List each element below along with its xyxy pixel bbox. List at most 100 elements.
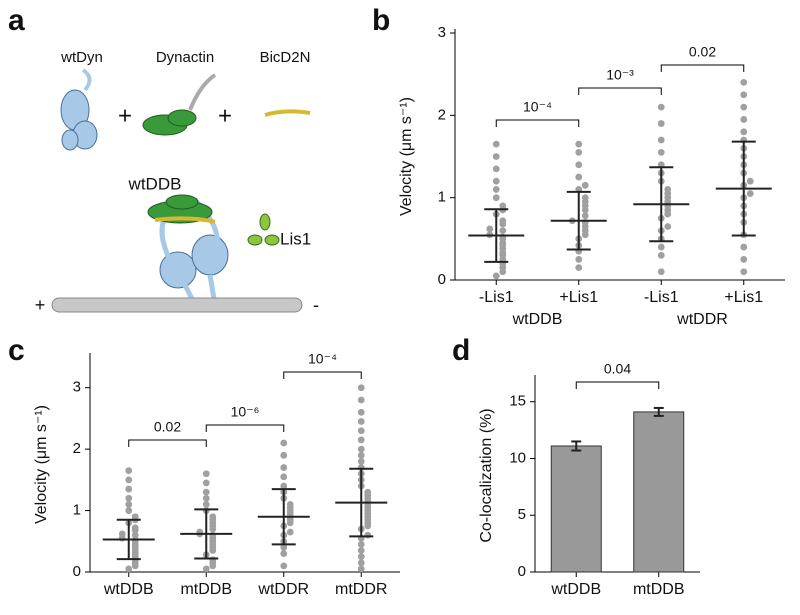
- dot: [664, 223, 672, 230]
- dot: [740, 91, 748, 99]
- significance-bracket: [205, 424, 285, 432]
- dot: [740, 128, 748, 136]
- dot: [202, 501, 210, 508]
- dot: [657, 251, 665, 259]
- dot: [118, 530, 126, 538]
- dot: [664, 186, 672, 193]
- dot: [125, 507, 133, 514]
- dot: [202, 565, 210, 573]
- label: wtDDB: [128, 174, 182, 193]
- microtubule: [51, 297, 303, 313]
- dot: [202, 494, 210, 502]
- dot: [125, 467, 133, 475]
- dot: [492, 186, 500, 193]
- significance-bracket: [575, 381, 660, 389]
- p-value: 0.04: [604, 361, 631, 377]
- dot: [357, 451, 365, 459]
- significance-bracket: [128, 439, 207, 447]
- dynein-icon: [60, 68, 229, 307]
- dot: [357, 427, 365, 435]
- lis1-icon: [247, 213, 280, 246]
- dot: [575, 148, 583, 156]
- p-value: 10⁻⁶: [231, 404, 260, 420]
- label: Lis1: [280, 229, 311, 248]
- y-tick-label: 1: [73, 502, 81, 519]
- dot: [499, 227, 507, 235]
- dot: [125, 501, 133, 508]
- group-label: wtDDB: [512, 311, 563, 328]
- dot: [575, 173, 583, 181]
- y-tick-label: 0: [518, 563, 526, 580]
- x-tick-label: +Lis1: [559, 289, 598, 306]
- dot: [125, 494, 133, 502]
- panel-label: a: [8, 4, 25, 37]
- y-tick-label: 0: [73, 563, 81, 580]
- dot: [740, 103, 748, 111]
- panel-label: d: [452, 334, 470, 367]
- dot: [657, 243, 665, 251]
- dot: [357, 547, 365, 554]
- significance-bracket: [660, 64, 745, 72]
- dot: [581, 212, 589, 220]
- bar: [633, 411, 685, 573]
- bicd2n-icon: [264, 109, 311, 117]
- dot: [492, 165, 500, 173]
- dot: [209, 556, 217, 564]
- bar: [550, 445, 602, 573]
- y-tick-label: 0: [438, 271, 446, 288]
- dot: [357, 458, 365, 465]
- dot: [364, 488, 372, 496]
- x-tick-label: +Lis1: [724, 289, 763, 306]
- dot: [357, 384, 365, 392]
- dot: [575, 264, 583, 272]
- p-value: 10⁻⁴: [523, 99, 552, 115]
- y-tick-label: 15: [509, 393, 526, 410]
- dot: [280, 562, 288, 570]
- panel-label: c: [8, 334, 25, 367]
- p-value: 10⁻⁴: [308, 351, 337, 367]
- dot: [125, 565, 133, 573]
- dot: [131, 531, 139, 539]
- dot: [492, 272, 500, 280]
- dot: [280, 473, 288, 481]
- label: Dynactin: [156, 49, 214, 66]
- dot: [209, 513, 217, 521]
- dot: [357, 418, 365, 425]
- dot: [581, 181, 589, 189]
- dot: [575, 140, 583, 148]
- label: BicD2N: [260, 49, 311, 66]
- x-tick-label: mtDDR: [335, 581, 387, 598]
- dot: [357, 396, 365, 404]
- dot: [492, 153, 500, 160]
- track-end: +: [35, 295, 46, 315]
- dot: [280, 544, 288, 551]
- dot: [486, 225, 494, 233]
- dot: [492, 177, 500, 185]
- y-tick-label: 3: [438, 24, 446, 41]
- dot: [357, 445, 365, 453]
- dot: [280, 464, 288, 471]
- label: wtDyn: [60, 49, 103, 66]
- dot: [202, 479, 210, 487]
- x-tick-label: mtDDB: [633, 581, 685, 598]
- dot: [575, 256, 583, 263]
- dot: [125, 476, 133, 484]
- bicd2n-icon: [154, 216, 216, 224]
- x-tick-label: -Lis1: [644, 289, 679, 306]
- dynactin-icon: [142, 73, 217, 224]
- significance-bracket: [495, 119, 580, 127]
- x-tick-label: wtDDB: [103, 581, 154, 598]
- dot: [202, 470, 210, 478]
- p-value: 0.02: [689, 44, 716, 60]
- dot: [280, 439, 288, 447]
- dot: [740, 79, 748, 86]
- dot: [357, 540, 365, 548]
- group-label: wtDDR: [676, 311, 728, 328]
- dot: [657, 148, 665, 156]
- dot: [499, 202, 507, 210]
- dot: [657, 268, 665, 276]
- dot: [280, 482, 288, 490]
- dot: [286, 501, 294, 508]
- panel-label: b: [372, 4, 390, 37]
